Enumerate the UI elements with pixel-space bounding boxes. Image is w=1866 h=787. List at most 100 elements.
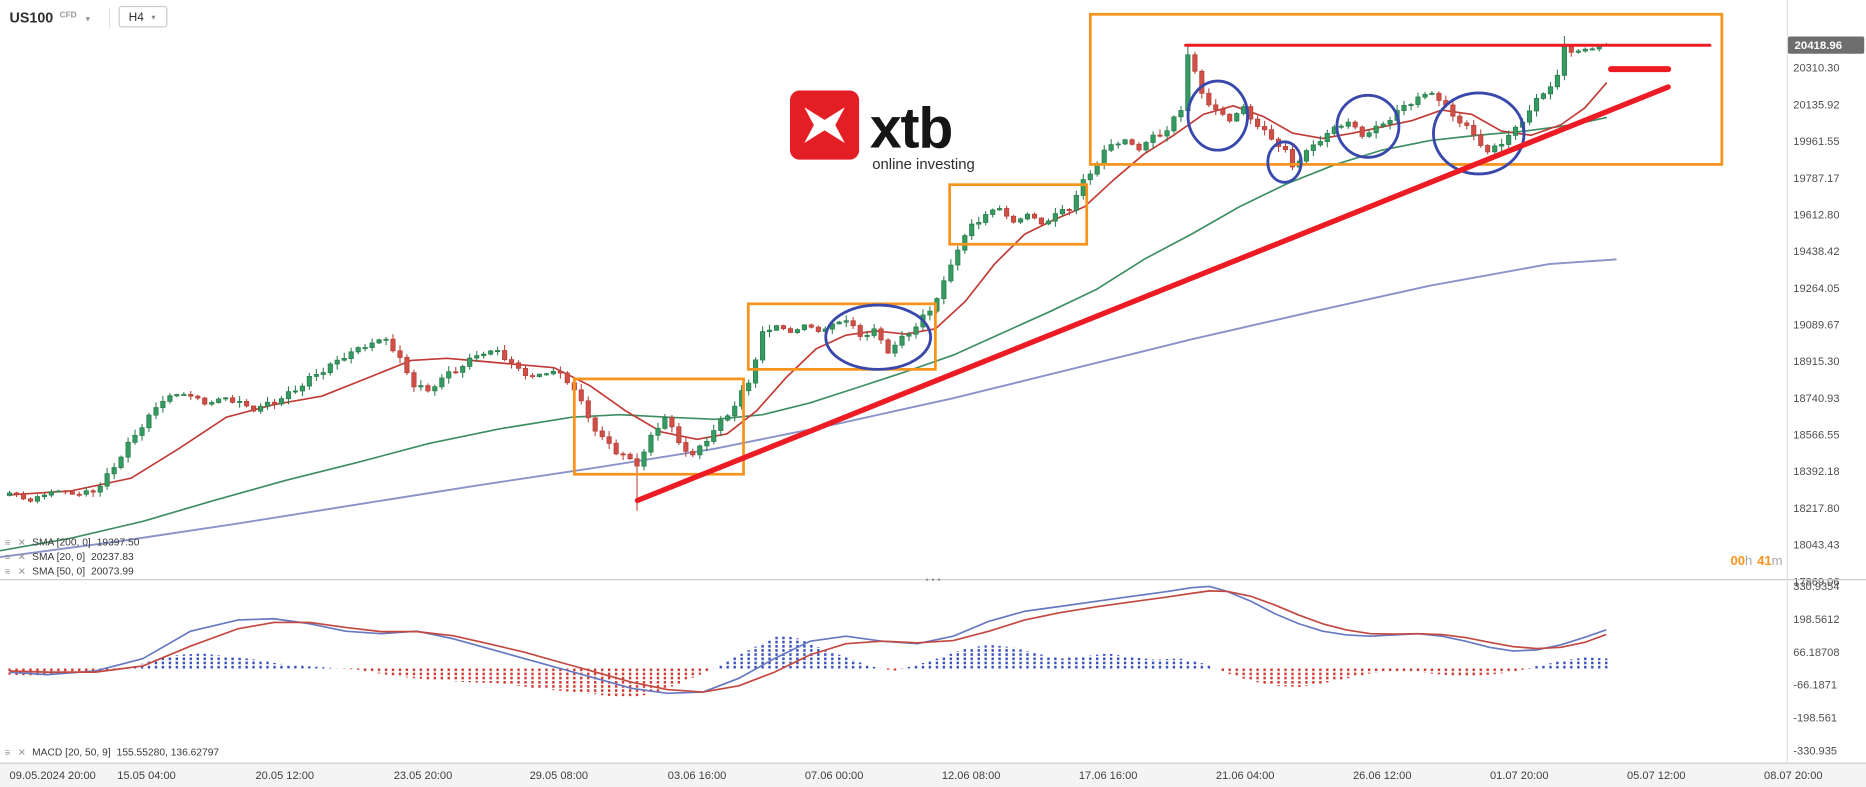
circle-annotation[interactable] <box>1266 140 1303 184</box>
candle <box>983 214 989 223</box>
indicator-settings-icon[interactable]: ≡ <box>5 566 11 577</box>
candle <box>104 473 110 487</box>
candle <box>711 430 717 442</box>
indicator-value: 19397.50 <box>97 538 140 549</box>
svg-text:SMA [20, 0]20237.83: SMA [20, 0] 20237.83 <box>32 552 134 563</box>
candle <box>746 382 752 392</box>
candle <box>1499 143 1505 147</box>
candle <box>1080 179 1086 196</box>
candle <box>146 414 152 429</box>
indicator-remove-icon[interactable]: ✕ <box>18 538 26 549</box>
price-axis-label: 19089.67 <box>1793 320 1839 332</box>
candle <box>188 393 194 397</box>
candle <box>1255 118 1261 127</box>
candle <box>1059 209 1065 215</box>
chart-plot-area[interactable] <box>0 0 1788 580</box>
indicator-remove-icon[interactable]: ✕ <box>18 566 26 577</box>
candle <box>704 440 710 447</box>
candle <box>369 342 375 348</box>
sma-200-line <box>0 258 1617 558</box>
candle <box>97 485 103 493</box>
candle <box>1010 215 1017 223</box>
candle <box>760 331 766 361</box>
candle <box>48 491 54 496</box>
consolidation-box-annotation[interactable] <box>1088 12 1724 166</box>
candle <box>69 491 75 495</box>
candle <box>599 430 605 438</box>
candle <box>1506 134 1512 145</box>
candle <box>1485 145 1491 153</box>
time-axis-label: 21.06 04:00 <box>1216 770 1275 782</box>
sma-50-line <box>0 116 1608 552</box>
candle <box>1101 149 1107 164</box>
candle <box>495 350 501 353</box>
macd-axis-labels: 330.9354 198.5612 66.18708 -66.1871 -198.561… <box>1793 581 1839 757</box>
candle <box>732 405 738 417</box>
indicator-settings-icon[interactable]: ≡ <box>5 538 11 549</box>
candle <box>871 328 877 336</box>
candle <box>669 416 675 428</box>
candle <box>655 427 661 436</box>
indicator-remove-icon[interactable]: ✕ <box>18 552 26 563</box>
indicator-label: SMA [200, 0] <box>32 538 91 549</box>
indicator-value: 20237.83 <box>91 552 134 563</box>
candle <box>948 264 954 282</box>
candle <box>627 453 633 460</box>
candle <box>1178 110 1184 118</box>
candle <box>836 321 842 325</box>
time-axis[interactable] <box>0 763 1866 787</box>
candle <box>1206 92 1212 106</box>
legend-row-sma50: ≡ ✕ SMA [50, 0] 20073.99 <box>5 566 134 577</box>
candle <box>341 357 347 361</box>
candle <box>976 222 982 225</box>
candle <box>1352 121 1358 128</box>
candle <box>6 492 13 496</box>
candle <box>1547 86 1554 95</box>
macd-axis-label: -66.1871 <box>1793 680 1837 692</box>
candle <box>1018 218 1024 223</box>
candle <box>1492 145 1498 153</box>
countdown-minutes: 41 <box>1757 553 1772 568</box>
candle <box>564 372 570 384</box>
candle <box>1303 150 1310 162</box>
candle <box>955 249 961 266</box>
candle <box>132 434 138 443</box>
indicator-settings-icon[interactable]: ≡ <box>5 747 11 758</box>
circle-annotation[interactable] <box>824 303 933 371</box>
circle-annotation[interactable] <box>1432 91 1526 176</box>
timeframe-selector[interactable]: H4 ▾ <box>118 5 168 28</box>
price-axis-label: 18566.55 <box>1793 430 1839 442</box>
circle-annotation[interactable] <box>1186 79 1250 152</box>
consolidation-box-annotation[interactable] <box>948 183 1089 246</box>
consolidation-box-annotation[interactable] <box>572 377 745 476</box>
candle <box>1324 133 1330 142</box>
candle <box>474 355 480 359</box>
candle <box>453 371 459 374</box>
circle-annotation[interactable] <box>1335 93 1401 159</box>
candle <box>1004 208 1010 217</box>
candle <box>1268 129 1275 140</box>
candle <box>899 335 905 346</box>
macd-pane[interactable] <box>0 579 1788 764</box>
candle <box>27 498 34 502</box>
indicator-settings-icon[interactable]: ≡ <box>5 552 11 563</box>
xtb-watermark: xtb online investing <box>790 90 975 173</box>
indicator-remove-icon[interactable]: ✕ <box>18 747 26 758</box>
candle <box>864 334 870 337</box>
candle <box>676 426 682 444</box>
consolidation-box-annotation[interactable] <box>746 302 937 371</box>
candle <box>1589 48 1595 51</box>
candle <box>76 493 82 496</box>
pane-resize-handle[interactable] <box>925 578 941 581</box>
time-axis-label: 12.06 08:00 <box>942 770 1001 782</box>
candle <box>843 320 849 323</box>
candle <box>725 415 731 421</box>
candle <box>397 350 403 358</box>
candle <box>1241 106 1247 114</box>
candle <box>1345 121 1351 127</box>
candle <box>1310 144 1316 151</box>
trendline-annotation[interactable] <box>634 84 1671 504</box>
price-axis[interactable] <box>1787 0 1866 764</box>
candle <box>508 359 515 364</box>
instrument-selector[interactable]: US100 CFD ▾ <box>10 9 91 26</box>
